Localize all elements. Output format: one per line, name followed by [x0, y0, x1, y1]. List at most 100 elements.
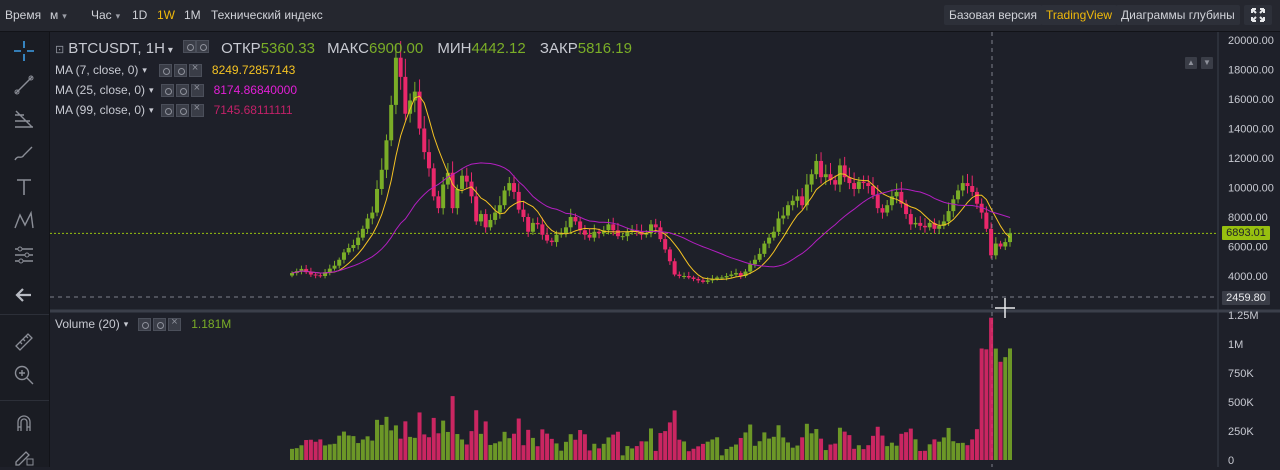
- volume-bar: [313, 441, 318, 460]
- ma25-remove-icon[interactable]: [190, 82, 204, 97]
- fullscreen-button[interactable]: [1244, 5, 1272, 25]
- technical-index-button[interactable]: Технический индекс: [211, 8, 323, 22]
- candle-body: [800, 196, 805, 206]
- volume-bar: [290, 448, 294, 460]
- price-chart[interactable]: 20000.00 18000.00 16000.00 14000.00 12000.00…: [50, 32, 1280, 467]
- volume-bar: [852, 448, 857, 460]
- magnet-tool[interactable]: [10, 409, 38, 437]
- candle-body: [478, 214, 483, 222]
- ma99-visibility-icon[interactable]: [160, 103, 174, 117]
- symbol-name[interactable]: BTCUSDT, 1H: [68, 40, 165, 57]
- candle-body: [474, 196, 479, 222]
- remove-drawings-tool[interactable]: [10, 281, 38, 309]
- volume-bar: [960, 442, 965, 460]
- ma25-label[interactable]: MA (25, close, 0): [55, 83, 146, 97]
- ma25-visibility-icon[interactable]: [160, 83, 174, 97]
- volume-remove-icon[interactable]: [168, 316, 182, 331]
- volume-bar: [738, 437, 743, 460]
- interval-1m-button[interactable]: 1M: [184, 8, 201, 22]
- scroll-up-button[interactable]: ▲: [1185, 57, 1197, 69]
- candle-body: [993, 243, 998, 256]
- interval-1d-button[interactable]: 1D: [132, 8, 148, 22]
- volume-bar: [734, 444, 739, 460]
- depth-chart-button[interactable]: Диаграммы глубины: [1116, 5, 1240, 25]
- lock-drawings-tool[interactable]: [10, 442, 38, 470]
- candle-body: [512, 183, 517, 192]
- ma25-settings-icon[interactable]: [175, 83, 189, 97]
- volume-bar: [597, 448, 602, 460]
- candle-body: [667, 249, 672, 262]
- visibility-icon[interactable]: [182, 40, 196, 53]
- candle-body: [441, 184, 446, 209]
- candle-body: [710, 278, 715, 281]
- ma99-label[interactable]: MA (99, close, 0): [55, 103, 146, 117]
- volume-bar: [889, 442, 894, 460]
- prediction-tool[interactable]: [10, 241, 38, 269]
- crosshair-tool[interactable]: [10, 37, 38, 65]
- hour-dropdown[interactable]: Час: [86, 5, 125, 25]
- trend-line-tool[interactable]: [10, 71, 38, 99]
- scroll-down-button[interactable]: ▼: [1201, 57, 1213, 69]
- volume-bar: [516, 418, 521, 460]
- ma7-visibility-icon[interactable]: [158, 63, 172, 77]
- candle-body: [922, 225, 927, 228]
- candle-body: [351, 245, 356, 248]
- ruler-tool[interactable]: [10, 328, 38, 356]
- fibonacci-tool[interactable]: [10, 105, 38, 133]
- ma7-remove-icon[interactable]: [188, 62, 202, 77]
- zoom-tool[interactable]: [10, 361, 38, 389]
- ma7-dropdown-icon[interactable]: ▾: [142, 64, 147, 75]
- volume-bar: [918, 450, 923, 460]
- drawing-toolbar: [0, 32, 50, 467]
- volume-bar: [445, 431, 450, 460]
- volume-dropdown-icon[interactable]: ▾: [123, 318, 129, 329]
- volume-bar: [308, 439, 313, 460]
- price-axis-tick: 16000.00: [1228, 94, 1274, 106]
- open-label: ОТКР: [221, 40, 261, 57]
- volume-axis-tick: 1M: [1228, 339, 1243, 351]
- price-axis-tick: 12000.00: [1228, 153, 1274, 165]
- ma99-dropdown-icon[interactable]: ▾: [149, 104, 154, 115]
- candle-body: [308, 272, 313, 275]
- ma25-line: [291, 162, 1011, 274]
- volume-bar: [965, 445, 970, 460]
- volume-bar: [989, 317, 994, 460]
- volume-bar: [790, 447, 795, 460]
- volume-settings-icon[interactable]: [153, 317, 167, 331]
- candle-body: [696, 278, 701, 281]
- ma99-settings-icon[interactable]: [175, 103, 189, 117]
- crosshair-icon: [14, 41, 34, 61]
- tradingview-button[interactable]: TradingView: [1041, 5, 1118, 25]
- ma7-settings-icon[interactable]: [173, 63, 187, 77]
- ma7-label[interactable]: MA (7, close, 0): [55, 63, 139, 77]
- candle-body: [743, 271, 748, 276]
- text-tool[interactable]: [10, 173, 38, 201]
- candle-body: [521, 209, 526, 217]
- brush-tool[interactable]: [10, 139, 38, 167]
- top-toolbar: Время м Час 1D 1W 1M Технический индекс …: [0, 0, 1280, 32]
- volume-bar: [691, 448, 696, 460]
- magnet-icon: [17, 415, 31, 431]
- ma99-remove-icon[interactable]: [190, 102, 204, 117]
- candle-body: [705, 280, 710, 282]
- volume-bar: [984, 349, 989, 460]
- ma25-dropdown-icon[interactable]: ▾: [149, 84, 154, 95]
- volume-visibility-icon[interactable]: [138, 317, 152, 331]
- candle-body: [809, 174, 814, 185]
- candle-body: [904, 203, 909, 215]
- volume-label[interactable]: Volume (20): [55, 317, 120, 331]
- pattern-tool[interactable]: [10, 207, 38, 235]
- minute-dropdown[interactable]: м: [45, 5, 83, 25]
- volume-bar: [795, 445, 800, 460]
- candle-body: [488, 219, 493, 228]
- candle-body: [918, 222, 923, 226]
- volume-bar: [403, 421, 408, 460]
- volume-bar: [578, 430, 583, 460]
- candle-body: [445, 172, 450, 185]
- settings-icon[interactable]: [195, 40, 209, 53]
- candle-body: [984, 212, 989, 229]
- interval-1w-button[interactable]: 1W: [157, 8, 175, 22]
- symbol-dropdown-icon[interactable]: ▾: [167, 45, 173, 56]
- price-axis-tick: 20000.00: [1228, 35, 1274, 47]
- basic-view-button[interactable]: Базовая версия: [944, 5, 1042, 25]
